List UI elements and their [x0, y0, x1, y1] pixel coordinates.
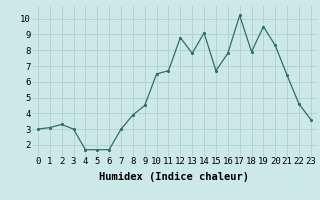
X-axis label: Humidex (Indice chaleur): Humidex (Indice chaleur): [100, 172, 249, 182]
